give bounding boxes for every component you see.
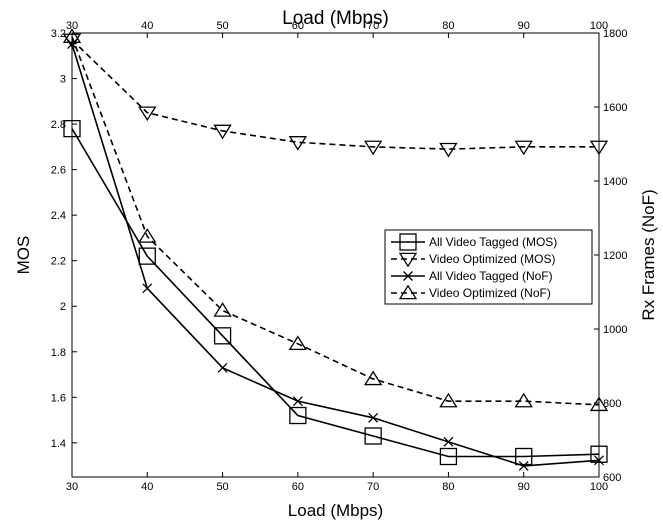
series-2 (62, 33, 609, 158)
data-point (213, 327, 232, 345)
data-point (439, 392, 458, 408)
data-point (443, 436, 454, 447)
legend-entry: Video Optimized (NoF) (391, 284, 551, 300)
x-tick-label: 70 (367, 481, 379, 493)
x-tick-label-top: 40 (141, 20, 153, 32)
data-point (292, 396, 303, 407)
legend-label: All Video Tagged (MOS) (429, 235, 557, 249)
x-tick-label-top: 80 (442, 20, 454, 32)
data-point (589, 396, 609, 412)
legend-marker (398, 252, 418, 268)
x-tick-label: 100 (590, 481, 608, 493)
legend-entry: All Video Tagged (NoF) (391, 269, 553, 283)
x-tick-label: 90 (518, 481, 530, 493)
x-tick-label: 80 (442, 481, 454, 493)
series-4 (62, 28, 609, 412)
y-tick-label-right: 800 (603, 398, 621, 410)
y-tick-label-right: 1400 (603, 176, 627, 188)
x-tick-label-top: 50 (216, 20, 228, 32)
series-3 (67, 39, 604, 471)
legend-marker (399, 233, 417, 251)
x-tick-label-top: 70 (367, 20, 379, 32)
x-axis-title: Load (Mbps) (288, 501, 383, 520)
y-axis-title-left: MOS (14, 236, 33, 275)
y-tick-label-left: 3 (60, 74, 66, 86)
data-point (217, 362, 228, 373)
x-tick-label: 60 (292, 481, 304, 493)
data-point (213, 302, 232, 317)
y-axis-title-right: Rx Frames (NoF) (639, 189, 658, 320)
data-point (138, 106, 157, 122)
legend-marker (398, 284, 418, 300)
series-line (71, 39, 599, 150)
data-point (590, 445, 608, 463)
data-point (138, 228, 157, 243)
x-axis-title-top: Load (Mbps) (282, 8, 389, 29)
data-point (138, 247, 156, 265)
data-point (289, 406, 307, 425)
y-tick-label-left: 3.2 (51, 28, 66, 40)
data-point (594, 455, 604, 466)
legend-label: Video Optimized (NoF) (429, 286, 551, 300)
y-tick-label-left: 2.8 (51, 119, 66, 131)
y-tick-label-left: 2.4 (51, 210, 66, 222)
y-tick-label-right: 1000 (603, 324, 627, 336)
legend: All Video Tagged (MOS) Video Optimized (… (384, 229, 593, 305)
data-point (62, 28, 82, 43)
legend-label: All Video Tagged (NoF) (429, 269, 553, 283)
y-tick-label-left: 1.4 (51, 438, 66, 450)
data-point (288, 335, 308, 351)
legend-entry: Video Optimized (MOS) (391, 252, 556, 268)
x-tick-label: 50 (216, 481, 228, 493)
legend-label: Video Optimized (MOS) (429, 252, 556, 266)
series-line (71, 128, 600, 458)
data-point (142, 283, 153, 294)
x-tick-label-top: 60 (292, 20, 304, 32)
data-point (439, 447, 458, 466)
data-point (514, 392, 533, 408)
data-point (439, 142, 458, 158)
data-point (364, 427, 382, 445)
legend-entry: All Video Tagged (MOS) (391, 233, 557, 251)
y-tick-label-right: 600 (603, 472, 621, 484)
data-point (514, 140, 533, 156)
y-tick-label-left: 1.8 (51, 347, 66, 359)
y-tick-label-right: 1200 (603, 250, 627, 262)
data-point (63, 119, 81, 138)
y-tick-label-left: 2.2 (51, 256, 66, 268)
series-layer (62, 28, 609, 471)
y-tick-label-left: 1.6 (51, 392, 66, 404)
x-tick-label-top: 30 (66, 20, 78, 32)
x-tick-label-top: 90 (518, 20, 530, 32)
data-point (363, 140, 383, 156)
data-point (589, 140, 609, 156)
series-line (71, 36, 600, 406)
y-tick-label-left: 2.6 (51, 165, 66, 177)
y-tick-label-right: 1800 (603, 28, 627, 40)
x-tick-label-top: 100 (590, 20, 608, 32)
x-tick-label: 40 (141, 481, 153, 493)
series-1 (63, 119, 608, 466)
data-point (368, 412, 379, 423)
data-point (518, 460, 529, 471)
data-point (67, 39, 77, 50)
data-point (288, 136, 308, 151)
data-point (515, 447, 533, 466)
legend-entries: All Video Tagged (MOS) Video Optimized (… (391, 233, 557, 300)
ticks-layer: 30 30 40 40 50 50 60 60 70 70 80 80 90 90 100 100 1.4 1.6… (51, 20, 628, 493)
legend-marker (403, 271, 413, 281)
y-tick-label-right: 1600 (603, 102, 627, 114)
x-tick-label: 30 (66, 481, 78, 493)
data-point (213, 124, 232, 140)
y-tick-label-left: 2 (60, 301, 66, 313)
data-point (363, 370, 383, 386)
series-line (71, 43, 600, 467)
